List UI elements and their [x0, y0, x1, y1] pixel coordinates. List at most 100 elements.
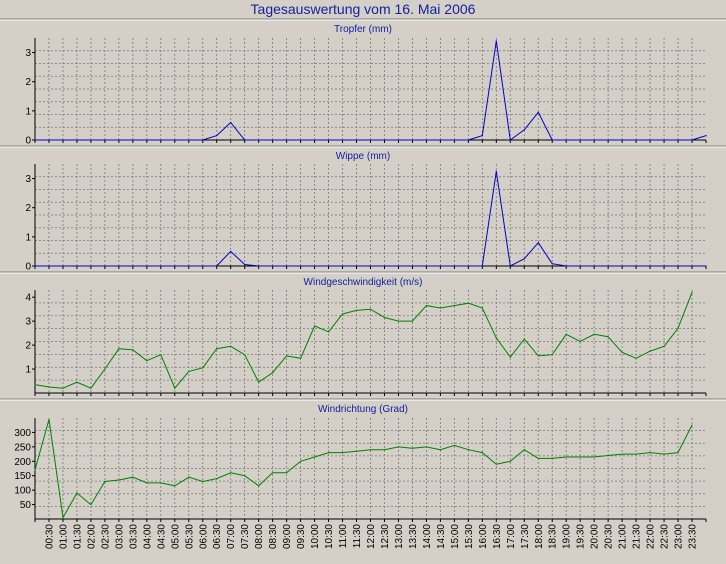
data-point — [202, 367, 204, 369]
x-tick-label: 07:30 — [240, 524, 251, 549]
data-point — [705, 135, 707, 137]
data-point — [495, 170, 497, 172]
data-point — [230, 250, 232, 253]
data-point — [551, 354, 553, 356]
data-point — [76, 492, 78, 494]
data-point — [425, 446, 428, 448]
data-point — [48, 386, 50, 388]
data-point — [621, 351, 623, 353]
series-line — [34, 292, 693, 390]
data-point — [286, 472, 288, 474]
x-tick-label: 01:00 — [59, 524, 70, 549]
data-point — [216, 265, 218, 267]
data-point — [453, 444, 455, 447]
data-point — [355, 450, 358, 452]
data-point — [411, 447, 414, 449]
data-point — [34, 469, 36, 471]
x-tick-label: 10:30 — [324, 524, 335, 549]
data-point — [355, 309, 358, 311]
data-point — [565, 456, 567, 458]
data-point — [104, 368, 106, 370]
y-tick-label: 4 — [25, 293, 31, 304]
x-tick-labels: 00:30 01:00 01:30 02:00 02:30 03:00 03:30 04:00… — [45, 524, 699, 549]
x-tick-label: 15:30 — [464, 524, 475, 549]
data-point — [62, 516, 64, 519]
x-tick-label: 02:30 — [100, 524, 111, 549]
data-point — [230, 472, 232, 474]
data-point — [383, 316, 386, 319]
x-tick-label: 16:00 — [478, 524, 489, 549]
x-tick-label: 08:00 — [254, 524, 265, 549]
data-point — [216, 348, 218, 350]
x-tick-label: 12:30 — [380, 524, 391, 549]
x-tick-label: 06:30 — [212, 524, 223, 549]
data-point — [509, 460, 511, 462]
data-point — [34, 265, 36, 267]
y-tick-label: 3 — [25, 174, 31, 185]
data-point — [90, 387, 92, 389]
data-point — [439, 449, 441, 451]
x-tick-label: 21:30 — [632, 524, 643, 549]
data-point — [509, 139, 511, 141]
data-point — [439, 307, 441, 309]
data-point — [593, 456, 595, 458]
x-tick-label: 20:30 — [604, 524, 615, 549]
x-tick-label: 15:00 — [450, 524, 461, 549]
x-tick-label: 10:00 — [310, 524, 321, 549]
x-tick-label: 02:00 — [86, 524, 97, 549]
y-tick-label: 3 — [25, 48, 31, 59]
data-point — [411, 320, 414, 322]
data-point — [537, 355, 539, 357]
chart-title: Windrichtung (Grad) — [318, 404, 408, 415]
data-point — [481, 135, 483, 137]
data-point — [188, 370, 190, 373]
x-tick-label: 12:00 — [366, 524, 377, 549]
x-tick-label: 16:30 — [492, 524, 503, 549]
data-point — [523, 129, 525, 131]
data-point — [160, 354, 162, 356]
x-tick-label: 22:00 — [646, 524, 657, 549]
data-point — [649, 452, 651, 454]
y-tick-label: 0 — [25, 262, 31, 273]
data-point — [691, 139, 693, 141]
data-point — [551, 457, 553, 459]
data-point — [495, 40, 497, 42]
y-tick-label: 150 — [14, 471, 31, 482]
series-line — [35, 40, 707, 141]
data-point — [481, 307, 483, 309]
data-point — [467, 449, 469, 451]
data-point — [481, 265, 483, 267]
data-point — [453, 304, 455, 307]
chart-panel: Windrichtung (Grad) 50 100 150 200 250 300 — [0, 398, 726, 522]
data-point — [691, 424, 693, 426]
y-tick-label: 250 — [14, 442, 31, 453]
data-point — [481, 452, 483, 454]
data-point — [258, 265, 260, 267]
data-point — [132, 476, 134, 478]
data-point — [579, 456, 581, 458]
data-point — [244, 263, 246, 266]
data-point — [244, 139, 246, 141]
chart-panel: Windgeschwindigkeit (m/s) 1 2 3 4 — [0, 271, 726, 396]
y-tick-label: 2 — [25, 77, 31, 88]
y-tick-label: 2 — [25, 341, 31, 352]
data-point — [523, 338, 525, 340]
data-point — [244, 354, 246, 356]
data-point — [397, 320, 400, 322]
data-point — [34, 139, 36, 141]
data-point — [607, 454, 609, 457]
chart-panel: Tropfer (mm) 0 1 2 3 — [0, 18, 726, 147]
x-tick-label: 09:30 — [296, 524, 307, 549]
x-tick-label: 18:00 — [534, 524, 545, 549]
data-point — [551, 263, 553, 265]
y-tick-label: 100 — [14, 486, 31, 497]
x-tick-label: 21:00 — [618, 524, 629, 549]
data-point — [48, 418, 50, 421]
data-point — [635, 453, 637, 455]
chart-panel: Wippe (mm) 0 1 2 3 — [0, 145, 726, 273]
y-tick-label: 0 — [25, 136, 31, 147]
data-point — [202, 139, 204, 141]
data-point — [509, 356, 511, 358]
x-tick-label: 19:00 — [562, 524, 573, 549]
data-point — [244, 475, 246, 477]
